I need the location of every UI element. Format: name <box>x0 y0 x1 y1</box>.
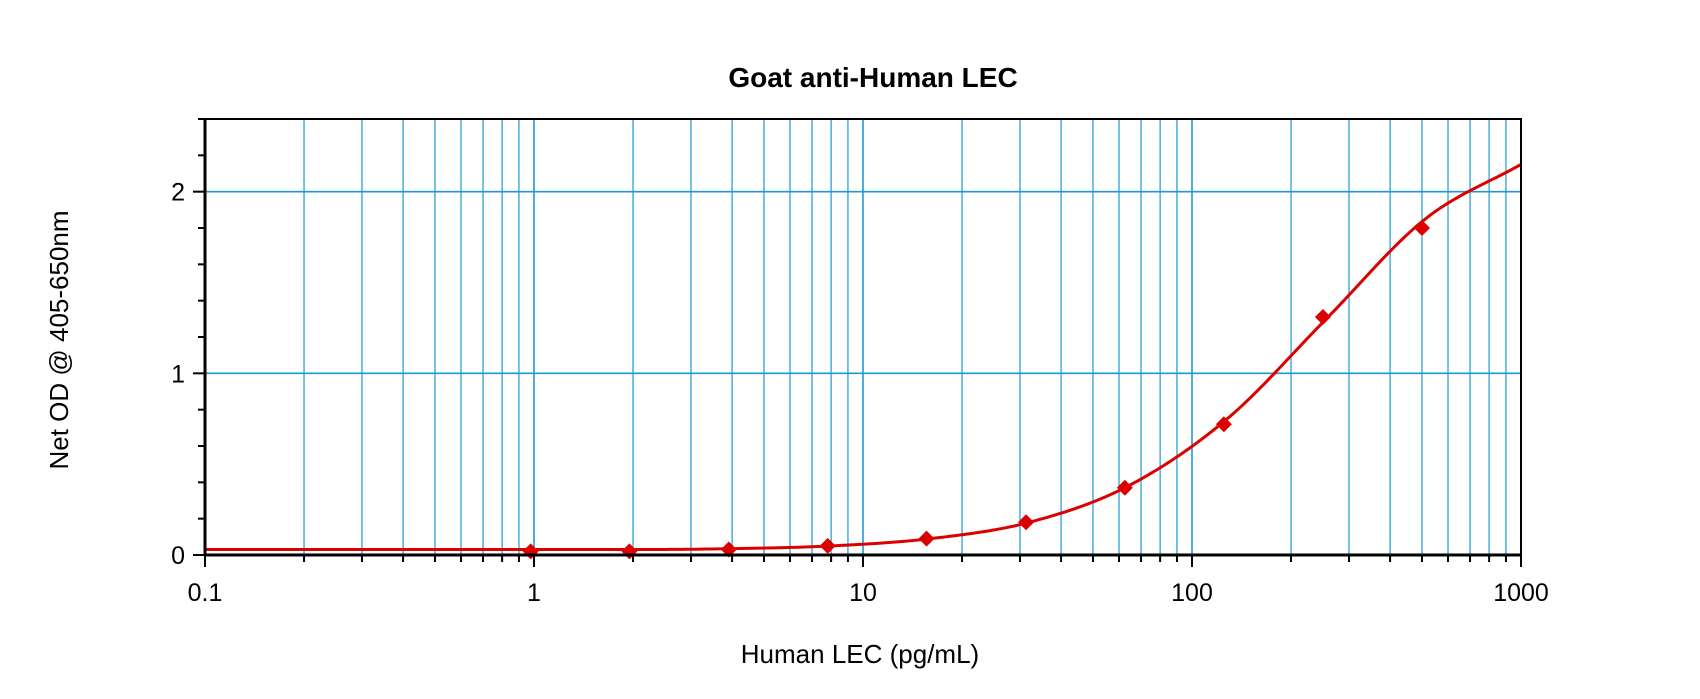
x-tick-label: 0.1 <box>188 579 223 607</box>
fit-curve-layer <box>205 163 1522 552</box>
x-tick-label: 1000 <box>1493 579 1549 607</box>
ticks: 0.1 1 10 100 1000 0 1 2 <box>171 118 1549 607</box>
y-tick-label: 0 <box>171 542 185 570</box>
data-point <box>1116 479 1133 496</box>
x-tick-label: 100 <box>1171 579 1213 607</box>
x-tick-label: 10 <box>849 579 877 607</box>
y-tick-label: 1 <box>171 360 185 388</box>
data-point <box>1413 220 1430 236</box>
data-point <box>621 543 638 560</box>
chart-title: Goat anti-Human LEC <box>728 62 1017 93</box>
data-point <box>1018 514 1035 531</box>
data-point <box>522 543 539 560</box>
fit-curve <box>205 163 1522 552</box>
y-axis-label: Net OD @ 405-650nm <box>44 210 74 469</box>
data-point <box>1314 309 1331 326</box>
grid <box>204 119 1521 556</box>
x-axis-label: Human LEC (pg/mL) <box>741 639 979 669</box>
data-point <box>819 537 836 554</box>
y-tick-label: 2 <box>171 179 185 207</box>
x-tick-label: 1 <box>527 579 541 607</box>
data-points <box>522 220 1430 560</box>
data-point <box>1215 416 1232 433</box>
data-point <box>918 530 935 547</box>
